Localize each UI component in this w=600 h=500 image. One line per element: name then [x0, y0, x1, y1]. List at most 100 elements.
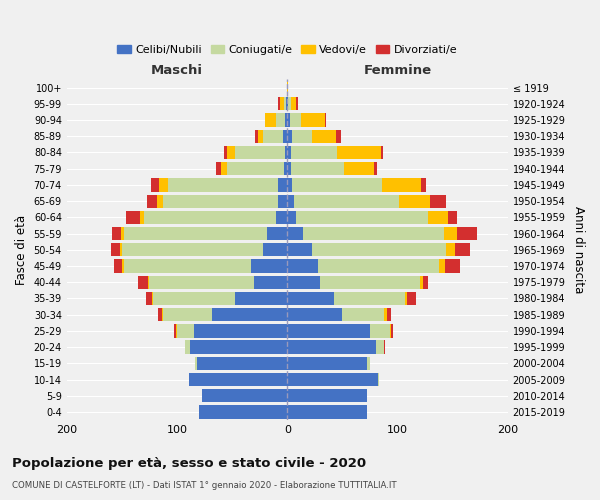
Bar — [287, 324, 370, 338]
Bar — [337, 146, 381, 159]
Bar — [423, 276, 428, 289]
Bar — [320, 276, 419, 289]
Bar — [287, 227, 303, 240]
Bar — [140, 210, 144, 224]
Bar — [287, 389, 367, 402]
Bar — [112, 227, 121, 240]
Bar — [265, 114, 276, 126]
Bar — [122, 260, 124, 272]
Bar — [157, 194, 163, 208]
Bar — [311, 243, 446, 256]
Bar — [303, 227, 444, 240]
Bar — [185, 340, 190, 354]
Bar — [439, 260, 445, 272]
Bar — [263, 130, 283, 143]
Bar — [146, 292, 152, 305]
Bar — [120, 243, 122, 256]
Bar — [114, 260, 122, 272]
Bar — [254, 276, 287, 289]
Bar — [287, 373, 378, 386]
Bar — [197, 356, 287, 370]
Bar — [336, 130, 341, 143]
Bar — [448, 210, 457, 224]
Bar — [278, 97, 280, 110]
Bar — [287, 356, 367, 370]
Bar — [419, 276, 423, 289]
Bar — [144, 210, 276, 224]
Bar — [194, 356, 197, 370]
Bar — [194, 324, 287, 338]
Bar — [287, 406, 367, 418]
Bar — [147, 194, 157, 208]
Bar — [124, 260, 251, 272]
Bar — [149, 276, 254, 289]
Bar — [290, 162, 344, 175]
Bar — [385, 308, 386, 322]
Bar — [224, 146, 227, 159]
Bar — [215, 162, 221, 175]
Bar — [311, 130, 336, 143]
Bar — [212, 308, 287, 322]
Bar — [287, 114, 290, 126]
Bar — [405, 292, 407, 305]
Bar — [289, 97, 290, 110]
Bar — [344, 162, 374, 175]
Bar — [276, 210, 287, 224]
Bar — [287, 292, 334, 305]
Bar — [280, 97, 284, 110]
Bar — [294, 194, 398, 208]
Bar — [256, 130, 257, 143]
Bar — [152, 292, 153, 305]
Bar — [343, 308, 385, 322]
Bar — [111, 243, 120, 256]
Bar — [168, 178, 278, 192]
Bar — [251, 260, 287, 272]
Bar — [202, 389, 287, 402]
Bar — [221, 162, 227, 175]
Bar — [285, 114, 287, 126]
Bar — [284, 97, 286, 110]
Bar — [376, 340, 385, 354]
Bar — [290, 114, 301, 126]
Text: Maschi: Maschi — [151, 64, 203, 77]
Text: Femmine: Femmine — [364, 64, 431, 77]
Bar — [122, 243, 263, 256]
Bar — [444, 227, 457, 240]
Bar — [227, 146, 235, 159]
Bar — [421, 178, 426, 192]
Bar — [374, 162, 377, 175]
Bar — [189, 373, 287, 386]
Bar — [455, 243, 470, 256]
Bar — [287, 260, 318, 272]
Bar — [276, 114, 285, 126]
Bar — [381, 146, 383, 159]
Bar — [235, 292, 287, 305]
Bar — [292, 178, 382, 192]
Bar — [124, 227, 268, 240]
Bar — [139, 276, 148, 289]
Bar — [290, 97, 296, 110]
Bar — [278, 194, 287, 208]
Bar — [127, 210, 140, 224]
Bar — [296, 97, 298, 110]
Bar — [287, 340, 376, 354]
Bar — [301, 114, 325, 126]
Bar — [390, 324, 391, 338]
Bar — [287, 178, 292, 192]
Bar — [278, 178, 287, 192]
Bar — [287, 162, 290, 175]
Bar — [457, 227, 477, 240]
Bar — [367, 356, 370, 370]
Text: COMUNE DI CASTELFORTE (LT) - Dati ISTAT 1° gennaio 2020 - Elaborazione TUTTITALI: COMUNE DI CASTELFORTE (LT) - Dati ISTAT … — [12, 481, 397, 490]
Bar — [163, 194, 278, 208]
Bar — [284, 162, 287, 175]
Bar — [163, 308, 212, 322]
Bar — [287, 210, 296, 224]
Bar — [287, 130, 292, 143]
Bar — [287, 276, 320, 289]
Bar — [148, 276, 149, 289]
Y-axis label: Fasce di età: Fasce di età — [15, 215, 28, 285]
Bar — [386, 308, 391, 322]
Bar — [370, 324, 390, 338]
Bar — [296, 210, 428, 224]
